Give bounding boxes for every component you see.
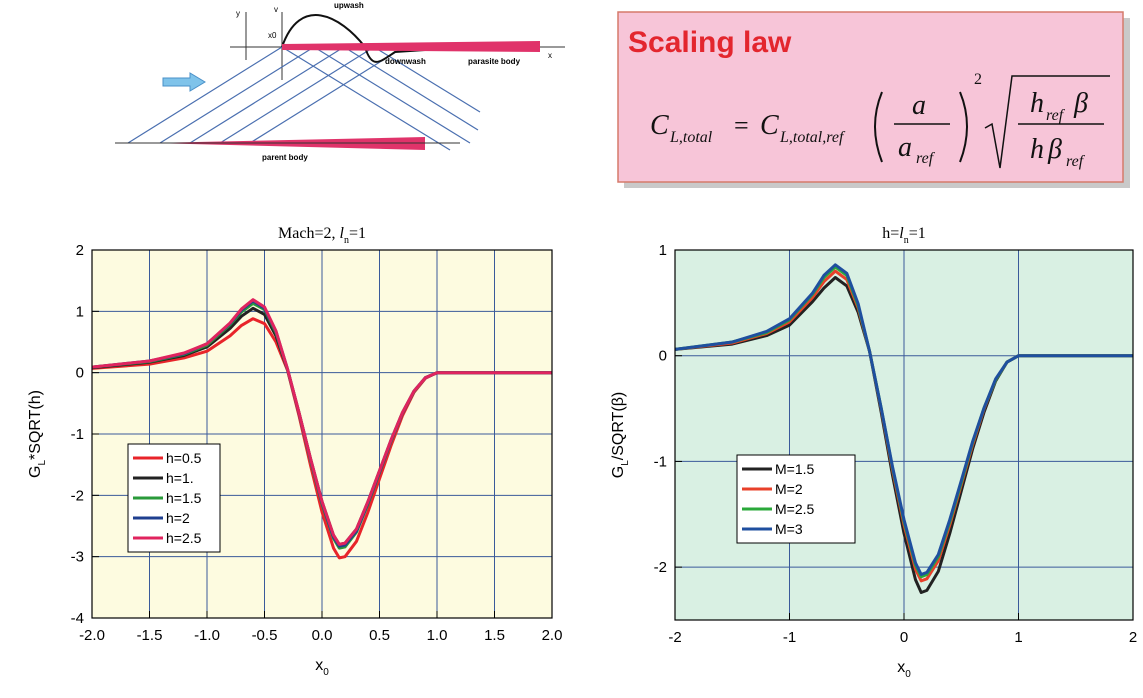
formula-part: L,total — [669, 129, 713, 146]
formula-part: ref — [1066, 153, 1086, 170]
x-tick-label: 1.5 — [484, 627, 505, 644]
x-tick-label: 1.0 — [427, 627, 448, 644]
x-axis-label: x0 — [897, 659, 911, 680]
scaling-law-box — [617, 11, 1124, 183]
sqrt-sign — [984, 75, 1110, 169]
formula-part: a — [898, 132, 912, 163]
legend-label: h=2 — [166, 510, 190, 526]
x-tick-label: 1 — [1014, 629, 1022, 646]
x-tick-label: 0 — [900, 629, 908, 646]
y-tick-label: -2 — [71, 487, 84, 504]
y-tick-label: -3 — [71, 549, 84, 566]
y-axis-label-part: L — [37, 460, 48, 466]
y-tick-label: 1 — [76, 303, 84, 320]
diagram-label: v — [274, 5, 278, 14]
y-axis-label-part: /SQRT(β) — [610, 392, 627, 460]
x-tick-label: 0.5 — [369, 627, 390, 644]
diagram-label: upwash — [334, 1, 364, 10]
chart-title-part: =1 — [349, 225, 366, 242]
chart-title-part: h= — [882, 225, 899, 242]
legend-label: M=2.5 — [775, 501, 815, 517]
formula-part: C — [650, 110, 669, 141]
paren — [874, 91, 883, 163]
diagram-label: x — [548, 51, 552, 60]
legend-label: M=2 — [775, 481, 803, 497]
y-axis-label-part: L — [620, 460, 631, 466]
x-tick-label: -1.5 — [137, 627, 163, 644]
x-axis-label-part: x — [897, 659, 905, 676]
chart-title: h=ln=1 — [882, 225, 926, 246]
y-axis-label-part: *SQRT(h) — [27, 390, 44, 460]
diagram-label: parent body — [262, 153, 308, 162]
x-tick-label: -2 — [668, 629, 681, 646]
formula-part: h — [1030, 88, 1044, 119]
x-tick-label: 0.0 — [312, 627, 333, 644]
flow-arrow — [162, 72, 206, 92]
x-tick-label: -1.0 — [194, 627, 220, 644]
diagram: y v x0 upwash downwash parasite body x p… — [115, 1, 565, 162]
x-tick-label: -1 — [783, 629, 796, 646]
formula-part: ref — [1046, 107, 1066, 124]
x-axis-label-part: 0 — [323, 667, 329, 678]
legend-label: h=1. — [166, 470, 194, 486]
formula-part: a — [912, 90, 926, 121]
x-tick-label: 2 — [1129, 629, 1137, 646]
plot — [91, 249, 553, 619]
y-tick-label: 1 — [659, 242, 667, 259]
y-tick-label: -1 — [654, 453, 667, 470]
diagram-label: x0 — [268, 31, 277, 40]
parasite-body-shape — [282, 41, 540, 52]
y-axis-label: GL*SQRT(h) — [27, 390, 48, 478]
legend-label: h=0.5 — [166, 450, 202, 466]
wash-curve — [281, 14, 471, 63]
chart-title-part: l — [899, 225, 904, 242]
formula-part: 2 — [974, 71, 982, 88]
diagram-label: downwash — [385, 57, 426, 66]
chart-title-part: n — [904, 235, 909, 246]
series-line — [674, 263, 1133, 576]
paren — [959, 91, 968, 163]
legend-label: M=1.5 — [775, 461, 815, 477]
y-tick-label: -2 — [654, 559, 667, 576]
x-axis-label-part: 0 — [905, 669, 911, 680]
scaling-law-title: Scaling law — [628, 26, 792, 59]
y-tick-label: -4 — [71, 610, 84, 627]
chart-title-part: n — [344, 235, 349, 246]
y-axis-label-part: G — [27, 466, 44, 478]
series-line — [91, 298, 552, 546]
y-tick-label: 0 — [659, 348, 667, 365]
plot-frame — [674, 249, 1134, 621]
legend-label: M=3 — [775, 521, 803, 537]
formula-part: L,total,ref — [779, 129, 846, 146]
formula-part: ref — [916, 150, 936, 167]
formula-part: β — [1047, 134, 1062, 165]
formula-part: C — [760, 110, 779, 141]
chart-title-part: =1 — [909, 225, 926, 242]
chart-title: Mach=2, ln=1 — [278, 225, 366, 246]
legend-label: h=1.5 — [166, 490, 202, 506]
chart-title-part: l — [339, 225, 344, 242]
x-tick-label: 2.0 — [542, 627, 563, 644]
diagram-label: parasite body — [468, 57, 521, 66]
y-axis-label: GL/SQRT(β) — [610, 392, 631, 478]
mach-lines — [127, 46, 481, 151]
legend-label: h=2.5 — [166, 530, 202, 546]
formula-part: = — [734, 111, 749, 140]
formula: C L,total = C L,total,ref a a ref 2 h re… — [650, 71, 1110, 170]
y-tick-label: 0 — [76, 365, 84, 382]
formula-part: β — [1073, 88, 1088, 119]
x-tick-label: -2.0 — [79, 627, 105, 644]
x-tick-label: -0.5 — [252, 627, 278, 644]
diagram-label: y — [236, 9, 240, 18]
x-axis-label: x0 — [315, 657, 329, 678]
formula-part: h — [1030, 134, 1044, 165]
y-tick-label: 2 — [76, 242, 84, 259]
x-axis-label-part: x — [315, 657, 323, 674]
chart-title-part: Mach=2, — [278, 225, 339, 242]
y-tick-label: -1 — [71, 426, 84, 443]
plot-frame — [91, 249, 553, 619]
y-axis-label-part: G — [610, 466, 627, 478]
